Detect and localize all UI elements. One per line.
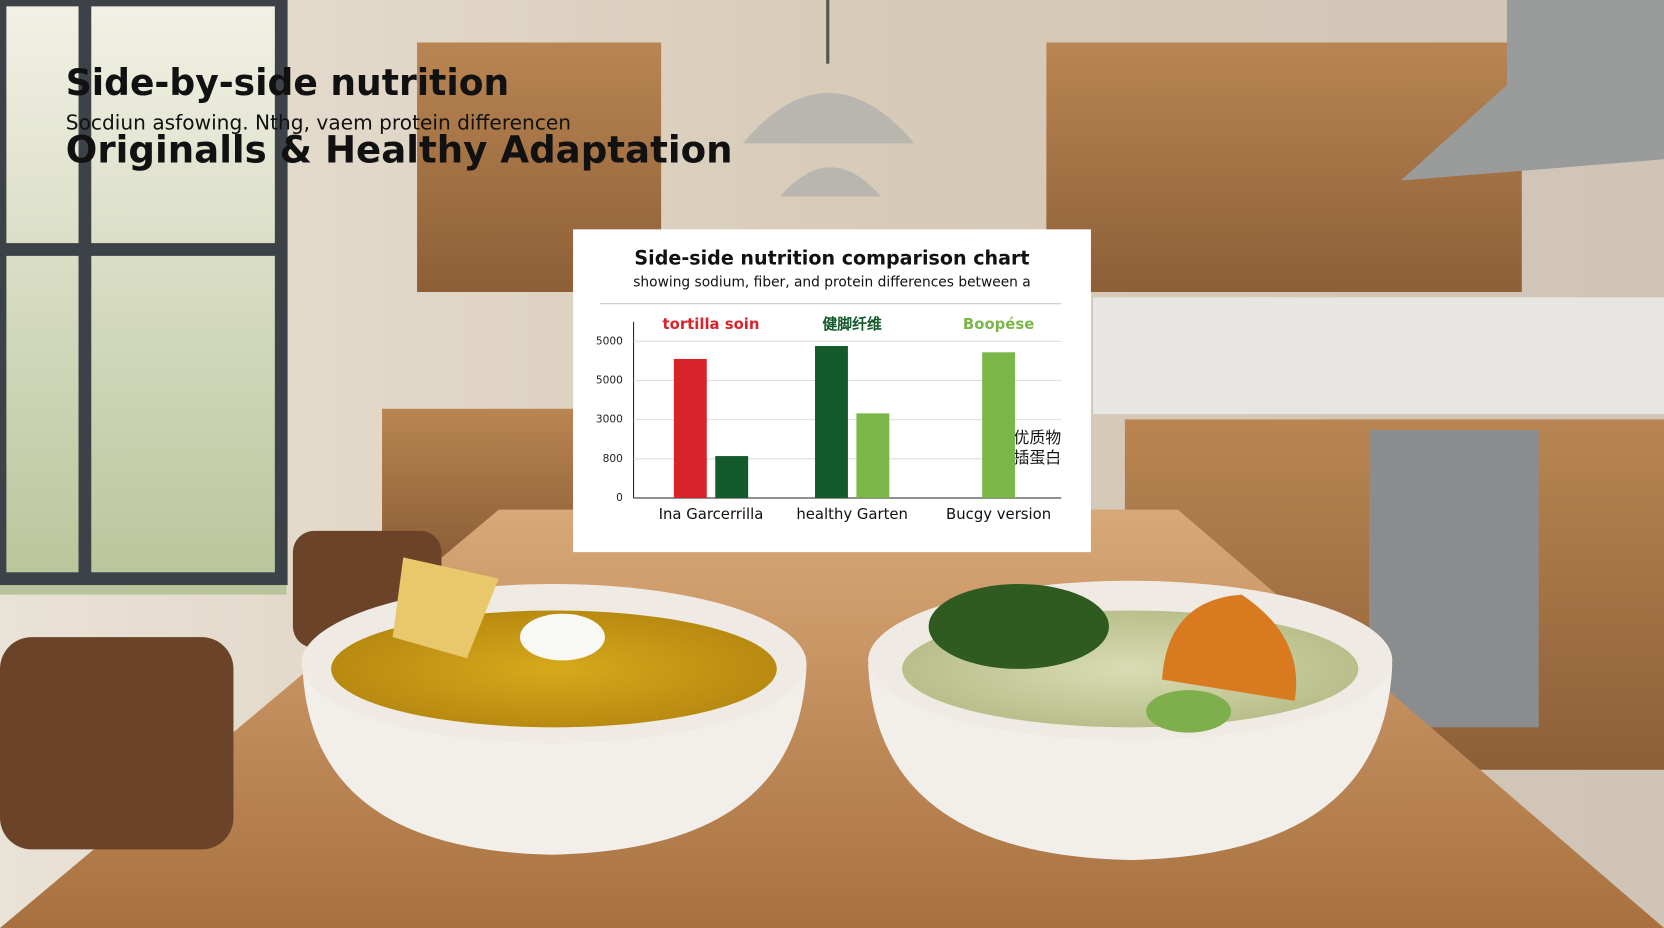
y-tick-label: 3000 — [596, 413, 623, 426]
bar — [856, 413, 890, 498]
window-frame — [0, 0, 288, 586]
chart: Side-side nutrition comparison chart sho… — [573, 229, 1091, 553]
squash — [1162, 594, 1297, 701]
bar — [815, 346, 848, 498]
kale — [928, 583, 1109, 669]
range-hood — [1400, 0, 1664, 181]
page-heading: Originalls & Healthy Adaptation — [66, 128, 733, 171]
cream — [520, 613, 605, 661]
cucumber — [1146, 690, 1232, 733]
bar — [715, 456, 749, 498]
chart-subtitle: showing sodium, fiber, and protein diffe… — [633, 274, 1030, 290]
y-tick-label: 0 — [616, 491, 623, 504]
y-tick-label: 5000 — [596, 373, 623, 386]
chair — [0, 637, 234, 850]
bar — [982, 352, 1016, 498]
page-title: Side-by-side nutrition — [66, 62, 509, 104]
chart-title: Side-side nutrition comparison chart — [634, 247, 1029, 270]
lamp — [780, 167, 881, 197]
x-tick-label: Bucgy version — [946, 505, 1051, 523]
window — [0, 0, 287, 595]
legend-label: tortilla soin — [663, 315, 760, 333]
backsplash — [1093, 297, 1664, 415]
lamp — [742, 92, 915, 144]
annotation: 插蛋白 — [1014, 448, 1062, 467]
legend-label: 健脚纤维 — [822, 315, 882, 333]
oven — [1368, 430, 1539, 728]
page-subtitle: Socdiun asfowing. Nthg, vaem protein dif… — [66, 111, 571, 135]
y-tick-label: 800 — [603, 452, 623, 465]
legend-label: Boopése — [963, 315, 1034, 333]
x-tick-label: Ina Garcerrilla — [659, 505, 764, 523]
y-tick-label: 5000 — [596, 334, 623, 347]
bar — [673, 358, 707, 498]
x-tick-label: healthy Garten — [796, 505, 908, 523]
annotation: 优质物 — [1014, 428, 1062, 447]
tortilla-chip — [392, 557, 499, 659]
